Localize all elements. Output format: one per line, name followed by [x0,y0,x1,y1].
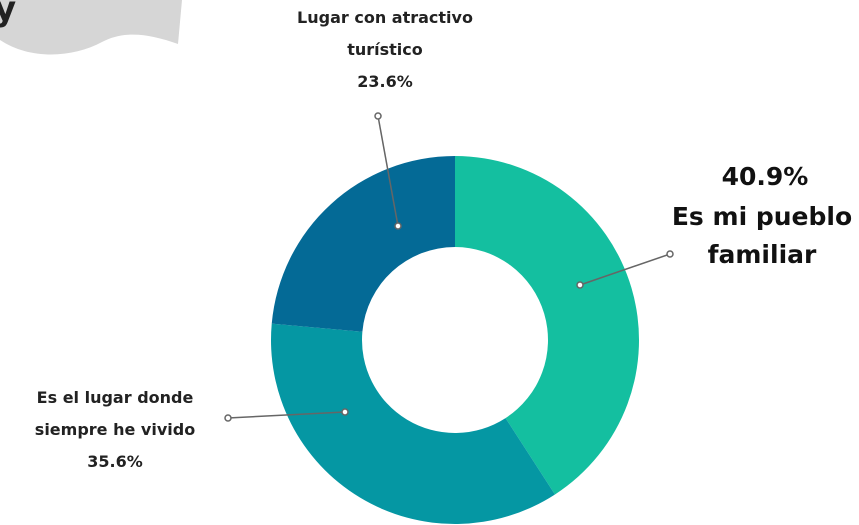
category-label: Es mi pueblo familiar [671,202,853,269]
value-label: 35.6% [87,452,143,471]
donut-segment [455,156,640,495]
value-label: 40.9% [721,162,809,191]
value-label: 23.6% [357,72,413,91]
leader-line [227,411,346,419]
donut-segment [271,323,555,524]
leader-dot [394,222,402,230]
leader-dot [576,281,584,289]
header-fragment: y [0,0,16,29]
speech-bubble [0,0,182,55]
category-label: Lugar con atractivo turístico [297,8,473,59]
leader-line [579,253,671,286]
leader-dot [224,414,232,422]
leader-line [377,115,399,227]
leader-dot [341,408,349,416]
category-label: Es el lugar donde siempre he vivido [34,388,196,439]
leader-lines [224,112,674,422]
donut [271,156,640,524]
leader-dot [374,112,382,120]
leader-dot [666,250,674,258]
donut-segment [271,156,455,332]
